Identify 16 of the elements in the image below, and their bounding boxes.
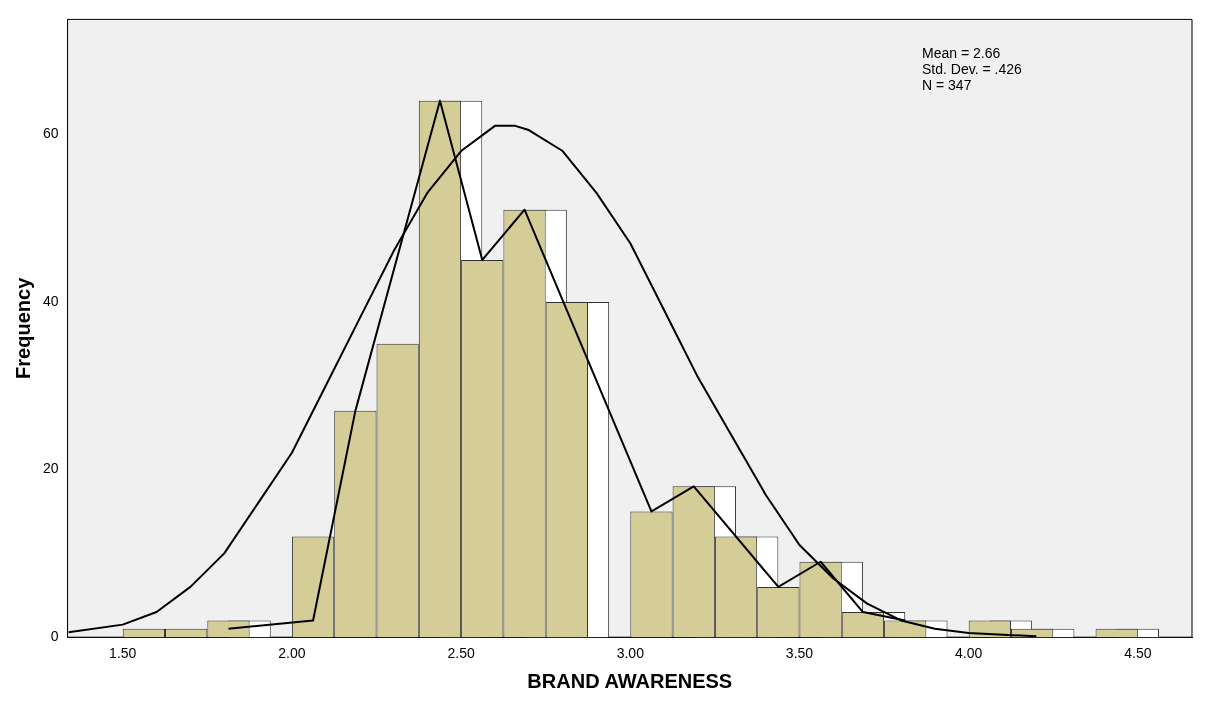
annotation: Std. Dev. = .426 xyxy=(922,61,1022,78)
y-tick-label: 0 xyxy=(50,628,59,645)
y-tick-label: 60 xyxy=(42,125,59,142)
y-tick-label: 20 xyxy=(42,460,59,477)
y-axis-title: Frequency xyxy=(11,276,34,379)
x-axis-title: BRAND AWARENESS xyxy=(527,669,733,692)
x-tick-label: 2.00 xyxy=(278,645,306,662)
x-tick-label: 3.00 xyxy=(616,645,645,662)
x-tick-label: 2.50 xyxy=(447,645,475,662)
x-tick-label: 1.50 xyxy=(109,645,137,662)
x-tick-label: 4.50 xyxy=(1124,645,1152,662)
x-tick-label: 3.50 xyxy=(785,645,814,662)
annotation: N = 347 xyxy=(922,77,972,94)
y-tick-label: 40 xyxy=(42,292,59,309)
annotation: Mean = 2.66 xyxy=(922,45,1001,62)
x-tick-label: 4.00 xyxy=(955,645,983,662)
